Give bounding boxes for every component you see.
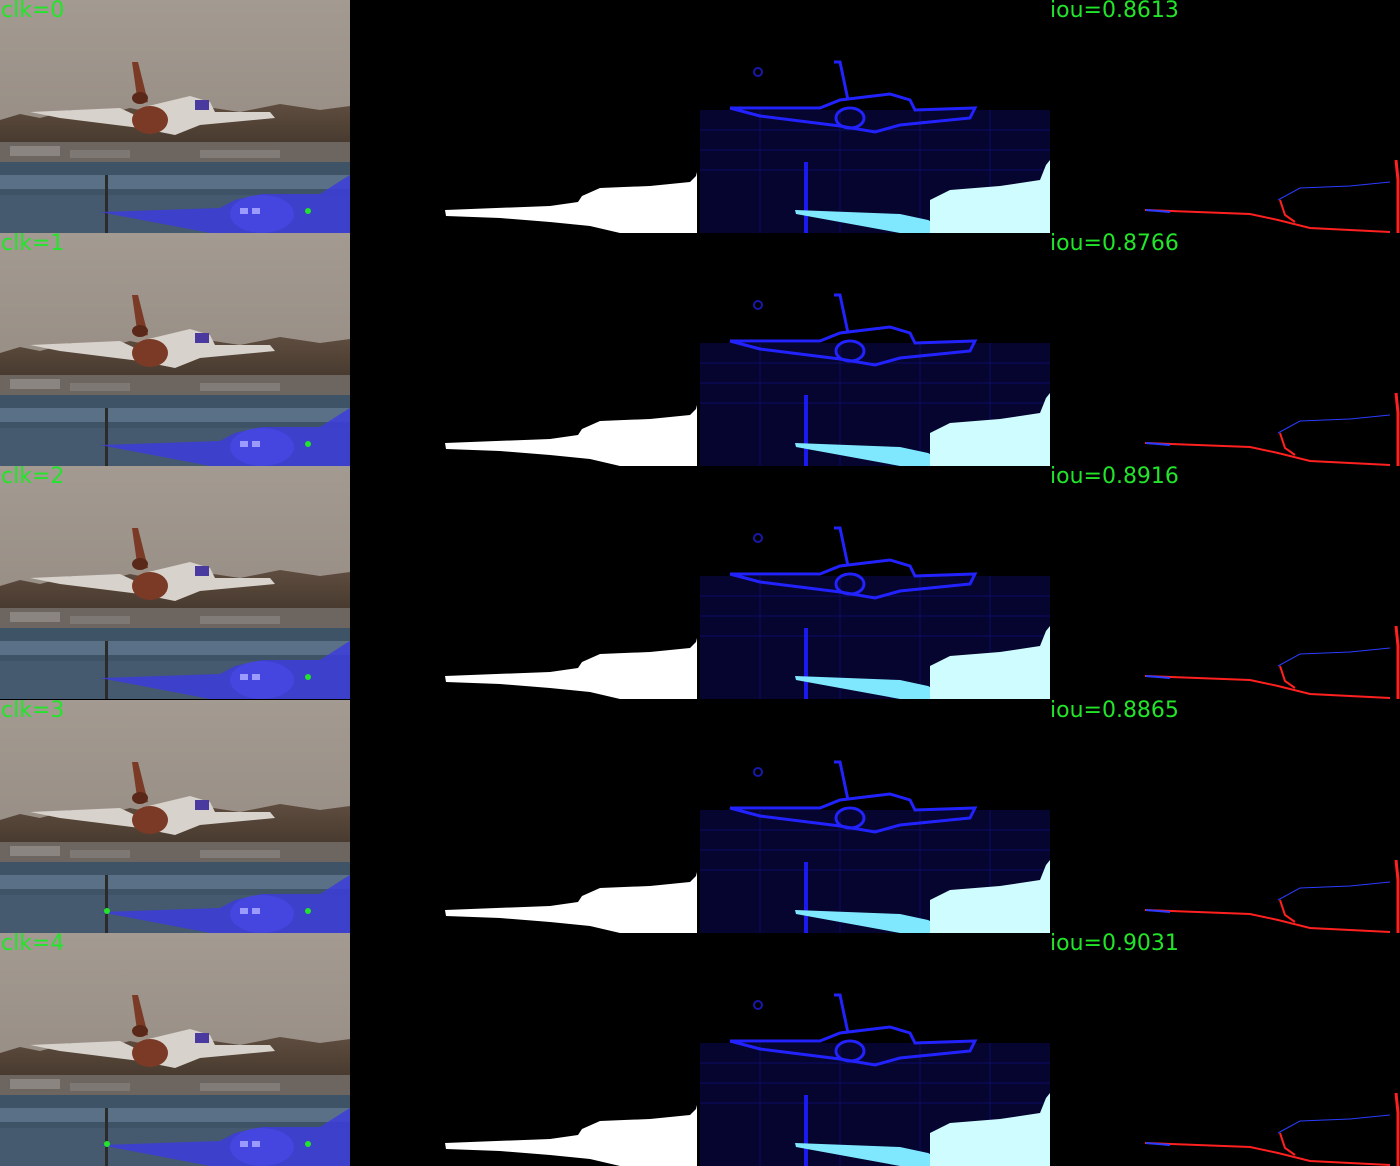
binary-mask [350,699,700,933]
mask-panel [350,699,700,933]
error-map [1050,699,1400,933]
click-count-label: clk=0 [1,0,65,23]
probability-heatmap [700,0,1050,233]
error-map-panel [1050,466,1400,700]
heatmap-panel [700,466,1050,700]
heatmap-panel [700,699,1050,933]
heatmap-panel [700,932,1050,1166]
click-count-label: clk=1 [1,233,65,257]
binary-mask [350,466,700,700]
error-map-panel [1050,0,1400,233]
binary-mask [350,932,700,1166]
iou-score-label: iou=0.9031 [1050,932,1179,956]
binary-mask [350,0,700,233]
input-image-panel [0,699,350,933]
click-point-icon [305,674,311,681]
input-image [0,699,350,933]
input-image-panel [0,932,350,1166]
result-row: clk=4 iou=0.9031 [0,932,1400,1166]
input-image-panel [0,233,350,467]
click-point-icon [305,1140,311,1147]
click-point-icon [104,907,110,914]
heatmap-panel [700,0,1050,233]
error-map-panel [1050,699,1400,933]
click-point-icon [305,441,311,448]
probability-heatmap [700,233,1050,467]
click-count-label: clk=4 [1,932,65,956]
click-point-icon [305,208,311,214]
mask-panel [350,932,700,1166]
error-map [1050,932,1400,1166]
binary-mask [350,233,700,467]
probability-heatmap [700,466,1050,700]
input-image [0,0,350,233]
iou-score-label: iou=0.8613 [1050,0,1179,23]
click-count-label: clk=2 [1,466,65,490]
error-map-panel [1050,932,1400,1166]
mask-panel [350,233,700,467]
input-image-panel [0,0,350,233]
error-map [1050,0,1400,233]
result-row: clk=2 iou=0.8916 [0,466,1400,700]
iou-score-label: iou=0.8766 [1050,233,1179,257]
mask-panel [350,0,700,233]
heatmap-panel [700,233,1050,467]
probability-heatmap [700,699,1050,933]
input-image [0,932,350,1166]
result-row: clk=0 iou=0.8613 [0,0,1400,233]
input-image-panel [0,466,350,700]
error-map [1050,466,1400,700]
click-point-icon [305,907,311,914]
iou-score-label: iou=0.8865 [1050,699,1179,723]
error-map-panel [1050,233,1400,467]
result-row: clk=1 iou=0.8766 [0,233,1400,467]
iou-score-label: iou=0.8916 [1050,466,1179,490]
result-row: clk=3 iou=0.8865 [0,699,1400,933]
error-map [1050,233,1400,467]
click-point-icon [104,1140,110,1147]
click-count-label: clk=3 [1,699,65,723]
input-image [0,233,350,467]
mask-panel [350,466,700,700]
probability-heatmap [700,932,1050,1166]
input-image [0,466,350,700]
